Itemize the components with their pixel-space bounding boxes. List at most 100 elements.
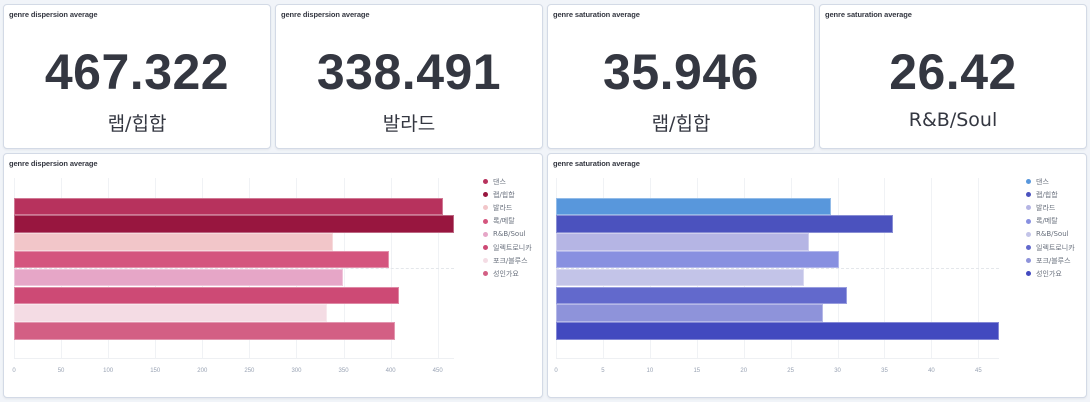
- x-tick-label: 0: [554, 368, 558, 374]
- metric-value: 26.42: [889, 44, 1017, 100]
- legend-item[interactable]: 발라드: [1026, 201, 1075, 214]
- x-tick-label: 450: [432, 368, 443, 374]
- legend-label: 발라드: [493, 203, 513, 212]
- legend-dot-icon: [483, 258, 488, 264]
- bar-chart-dispersion[interactable]: 0 50 100 150 200 250 300 350 400 450: [12, 178, 454, 374]
- legend-label: 발라드: [1036, 203, 1056, 212]
- chart-panel-dispersion: genre dispersion average 0 50 100 150 200 250…: [3, 153, 543, 398]
- panel-title: genre dispersion average: [9, 10, 98, 19]
- bar-록/메탈[interactable]: [556, 250, 840, 269]
- x-tick-label: 0: [12, 368, 16, 374]
- legend-item[interactable]: 포크/블루스: [1026, 254, 1075, 267]
- metric-label: R&B/Soul: [908, 109, 998, 131]
- legend-dot-icon: [483, 271, 488, 277]
- bar-발라드[interactable]: [14, 233, 333, 251]
- x-tick-label: 5: [601, 368, 605, 374]
- legend-label: 포크/블루스: [493, 256, 528, 265]
- bar-발라드[interactable]: [556, 233, 810, 251]
- bar-댄스[interactable]: [556, 197, 831, 216]
- legend-item[interactable]: 랩/힙합: [1026, 188, 1075, 201]
- legend-item[interactable]: 성인가요: [483, 267, 532, 280]
- x-tick-label: 50: [57, 368, 65, 374]
- x-tick-label: 30: [834, 368, 841, 374]
- x-tick-label: 400: [385, 368, 396, 374]
- legend-label: 록/메탈: [493, 217, 515, 226]
- legend-item[interactable]: R&B/Soul: [483, 228, 532, 241]
- legend-dot-icon: [1026, 218, 1031, 224]
- legend-dot-icon: [483, 231, 488, 237]
- metric-label: 랩/힙합: [651, 113, 711, 135]
- bar-랩/힙합[interactable]: [556, 215, 894, 233]
- legend-dot-icon: [483, 245, 488, 251]
- x-tick-label: 100: [103, 368, 114, 374]
- legend-label: 댄스: [1036, 177, 1049, 186]
- legend-item[interactable]: 댄스: [483, 175, 532, 188]
- panel-title: genre saturation average: [825, 10, 912, 19]
- metric-label: 랩/힙합: [107, 113, 167, 135]
- legend-dot-icon: [1026, 192, 1031, 198]
- legend-dot-icon: [483, 205, 488, 211]
- metric-panel-dispersion-min: genre dispersion average 338.491 발라드: [275, 4, 543, 149]
- metric-label: 발라드: [382, 113, 436, 135]
- chart-panel-saturation: genre saturation average 0 5 10 15 20 25 30 35 4…: [547, 153, 1087, 398]
- legend-label: R&B/Soul: [493, 230, 526, 239]
- legend-item[interactable]: 포크/블루스: [483, 254, 532, 267]
- bar-R&B/Soul[interactable]: [14, 268, 343, 287]
- metric-panel-saturation-max: genre saturation average 35.946 랩/힙합: [547, 4, 815, 149]
- metric-value: 467.322: [44, 44, 230, 100]
- bar-포크/블루스[interactable]: [556, 304, 823, 322]
- legend-label: 포크/블루스: [1036, 256, 1071, 265]
- x-tick-label: 150: [150, 368, 161, 374]
- metric-panel-dispersion-max: genre dispersion average 467.322 랩/힙합: [3, 4, 271, 149]
- metric-value: 35.946: [603, 44, 759, 100]
- legend-dot-icon: [483, 179, 488, 185]
- metric-value: 338.491: [316, 44, 502, 100]
- legend-item[interactable]: R&B/Soul: [1026, 228, 1075, 241]
- legend-label: 록/메탈: [1036, 217, 1058, 226]
- bar-일렉트로니카[interactable]: [14, 286, 400, 305]
- legend-item[interactable]: 일렉트로니카: [1026, 241, 1075, 254]
- bar-chart-saturation[interactable]: 0 5 10 15 20 25 30 35 40 45: [554, 178, 999, 374]
- x-tick-label: 250: [244, 368, 255, 374]
- x-tick-label: 200: [197, 368, 208, 374]
- legend-dot-icon: [1026, 205, 1031, 211]
- legend-dot-icon: [1026, 231, 1031, 237]
- legend-item[interactable]: 일렉트로니카: [483, 241, 532, 254]
- bar-댄스[interactable]: [14, 197, 444, 216]
- legend-label: R&B/Soul: [1036, 230, 1069, 239]
- legend-item[interactable]: 록/메탈: [483, 215, 532, 228]
- legend-label: 일렉트로니카: [493, 243, 532, 252]
- legend-item[interactable]: 성인가요: [1026, 267, 1075, 280]
- bar-록/메탈[interactable]: [14, 250, 389, 269]
- x-tick-label: 15: [693, 368, 701, 374]
- x-tick-label: 20: [740, 368, 748, 374]
- legend-item[interactable]: 댄스: [1026, 175, 1075, 188]
- x-tick-label: 25: [787, 368, 794, 374]
- reference-line: [556, 268, 999, 269]
- bar-일렉트로니카[interactable]: [556, 286, 847, 305]
- x-axis-line: [556, 358, 999, 359]
- legend-label: 랩/힙합: [1036, 190, 1058, 199]
- legend-dot-icon: [1026, 271, 1031, 277]
- x-tick-label: 300: [291, 368, 302, 374]
- bar-랩/힙합[interactable]: [14, 215, 454, 233]
- legend-dot-icon: [1026, 179, 1031, 185]
- legend-item[interactable]: 록/메탈: [1026, 215, 1075, 228]
- bar-포크/블루스[interactable]: [14, 304, 327, 322]
- panel-title: genre saturation average: [553, 10, 640, 19]
- legend-dot-icon: [1026, 258, 1031, 264]
- bar-성인가요[interactable]: [14, 322, 396, 340]
- legend-item[interactable]: 랩/힙합: [483, 188, 532, 201]
- legend-dot-icon: [483, 218, 488, 224]
- bar-R&B/Soul[interactable]: [556, 268, 804, 287]
- bar-성인가요[interactable]: [556, 322, 999, 340]
- legend-item[interactable]: 발라드: [483, 201, 532, 214]
- legend-label: 일렉트로니카: [1036, 243, 1075, 252]
- legend-label: 댄스: [493, 177, 506, 186]
- x-tick-label: 40: [928, 368, 935, 374]
- x-tick-label: 35: [881, 368, 888, 374]
- legend-label: 성인가요: [1036, 269, 1062, 278]
- panel-title: genre dispersion average: [281, 10, 370, 19]
- legend-dot-icon: [483, 192, 488, 198]
